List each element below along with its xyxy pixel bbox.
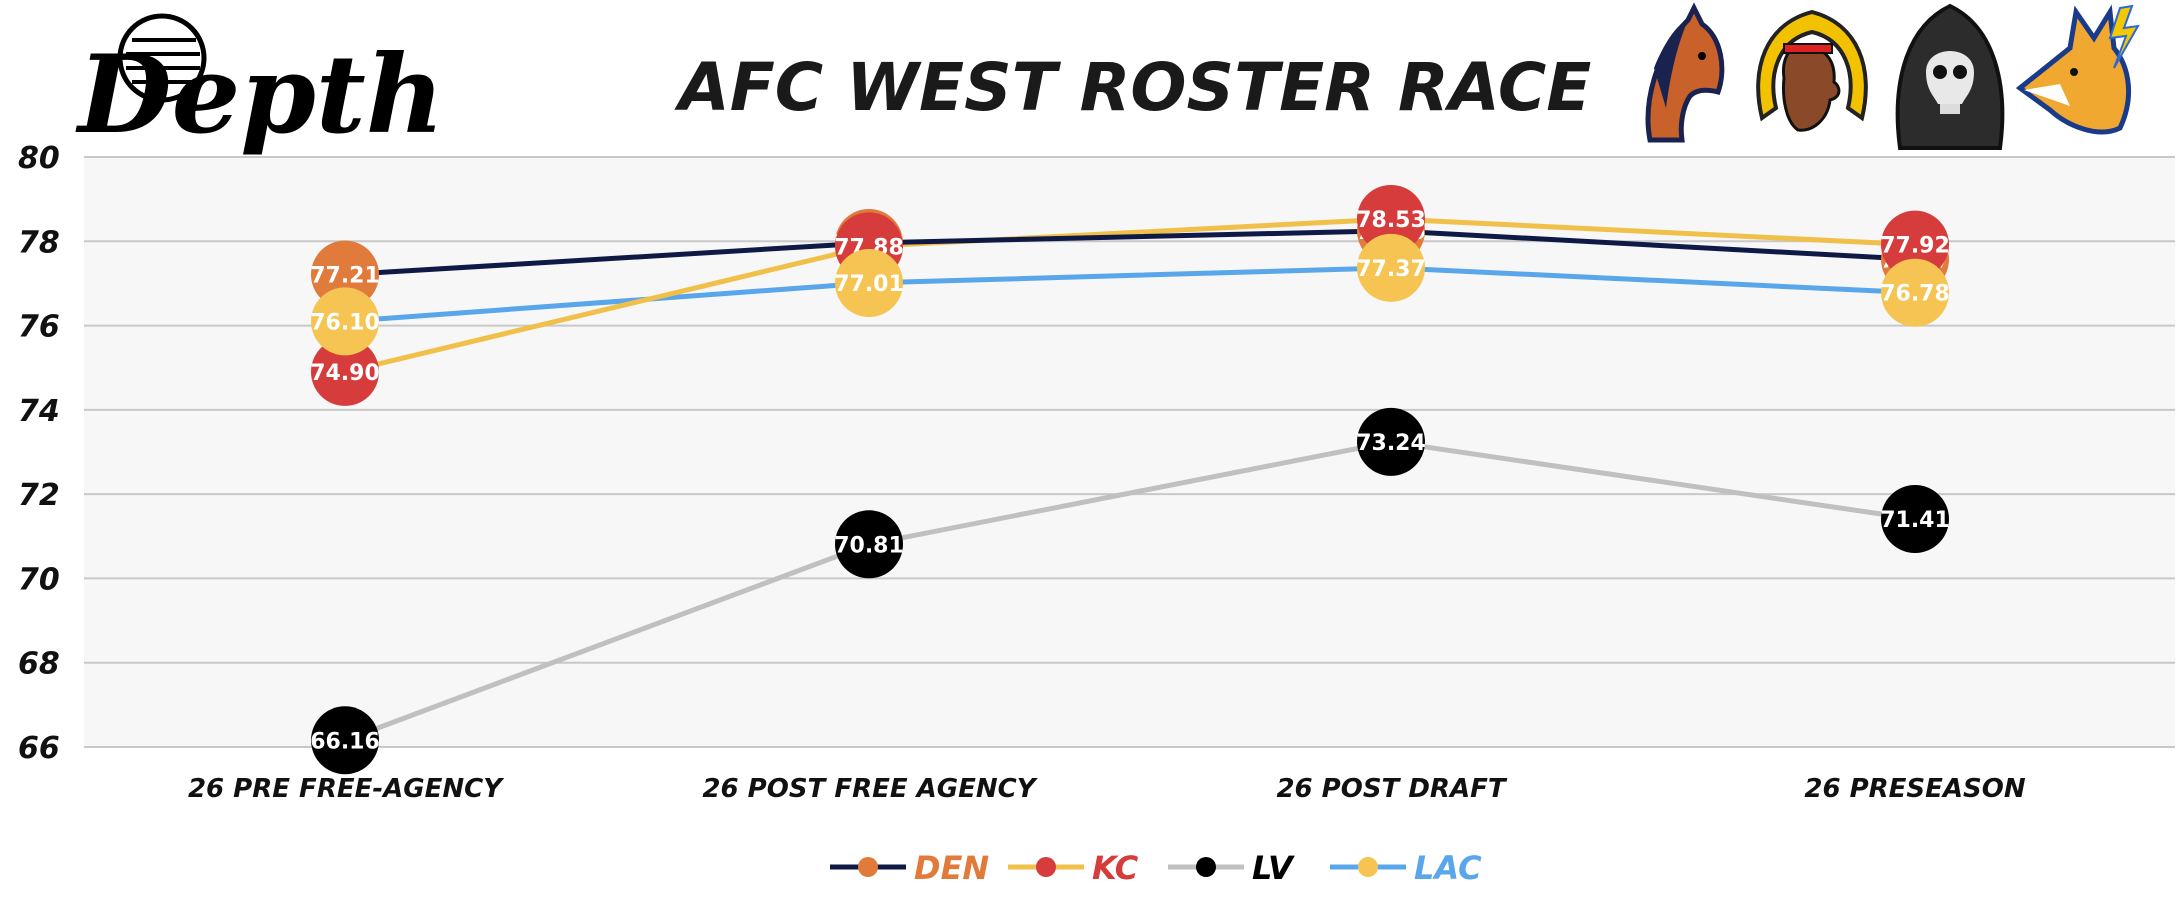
y-tick-label: 68 — [18, 647, 60, 682]
plot-area — [84, 157, 2175, 747]
chart-title: AFC WEST ROSTER RACE — [674, 49, 1592, 126]
data-label-lv: 71.41 — [1880, 508, 1950, 533]
team-icons — [1645, 2, 2140, 150]
microphone-icon — [117, 13, 207, 103]
data-point-kc — [311, 337, 379, 406]
data-label-lv: 66.16 — [310, 729, 380, 754]
horse-icon — [1645, 2, 1725, 143]
y-tick-label: 78 — [18, 225, 60, 260]
data-label-lv: 70.81 — [834, 533, 904, 558]
data-point-lac — [311, 287, 379, 356]
series-lines — [344, 216, 1916, 743]
data-point-lv — [1357, 407, 1425, 476]
data-label-lac: 77.01 — [834, 272, 904, 297]
x-tick-label: 26 POST DRAFT — [1276, 774, 1507, 804]
data-point-lv — [1881, 485, 1949, 554]
x-tick-label: 26 PRE FREE-AGENCY — [188, 774, 505, 804]
x-tick-label: 26 PRESEASON — [1804, 774, 2026, 804]
series-line-lv — [344, 439, 1916, 743]
data-point-lac — [1881, 258, 1949, 327]
data-label-kc: 74.90 — [310, 361, 380, 386]
data-point-lv — [311, 706, 379, 775]
legend: DEN KC LV LAC — [830, 849, 1482, 887]
data-label-lv: 73.24 — [1356, 431, 1426, 456]
legend-marker-kc — [1036, 857, 1056, 877]
data-point-lac — [1357, 233, 1425, 302]
brand-logo: Depth — [75, 13, 444, 158]
chief-headdress-icon — [1756, 9, 1868, 132]
data-label-lac: 77.37 — [1356, 257, 1426, 282]
y-tick-label: 66 — [18, 731, 60, 766]
legend-marker-lv — [1196, 857, 1216, 877]
legend-label-lv: LV — [1252, 849, 1295, 887]
series-line-den — [344, 228, 1916, 278]
legend-marker-den — [858, 857, 878, 877]
hooded-skull-icon — [1895, 3, 2005, 150]
data-point-den — [311, 240, 379, 309]
data-label-lac: 76.10 — [310, 310, 380, 335]
x-axis: 26 PRE FREE-AGENCY 26 POST FREE AGENCY 26 … — [188, 774, 2026, 804]
legend-label-lac: LAC — [1414, 849, 1482, 887]
logo-text: Depth — [75, 32, 444, 158]
y-axis: 80 78 76 74 72 70 68 66 — [18, 141, 60, 766]
data-point-lv — [835, 510, 903, 579]
data-label-den: 77.21 — [310, 264, 380, 289]
data-label-kc: 77.92 — [1880, 234, 1950, 259]
legend-label-den: DEN — [914, 849, 989, 887]
y-tick-label: 80 — [18, 141, 60, 176]
y-tick-label: 72 — [18, 478, 60, 513]
data-point-lac — [835, 249, 903, 318]
y-tick-label: 70 — [18, 562, 60, 597]
series-line-kc — [344, 216, 1916, 375]
x-tick-label: 26 POST FREE AGENCY — [702, 774, 1038, 804]
series-line-lac — [344, 265, 1916, 324]
series-markers: 66.1670.8173.2471.4177.2177.9678.2577.57… — [310, 184, 1950, 775]
data-label-lac: 76.78 — [1880, 282, 1950, 307]
data-point-kc — [1357, 184, 1425, 253]
y-tick-label: 76 — [18, 310, 60, 345]
y-tick-label: 74 — [18, 394, 60, 429]
legend-marker-lac — [1358, 857, 1378, 877]
lightning-wolf-icon — [2015, 4, 2140, 135]
data-point-kc — [1881, 210, 1949, 279]
legend-label-kc: KC — [1092, 849, 1139, 887]
data-label-kc: 78.53 — [1356, 208, 1426, 233]
